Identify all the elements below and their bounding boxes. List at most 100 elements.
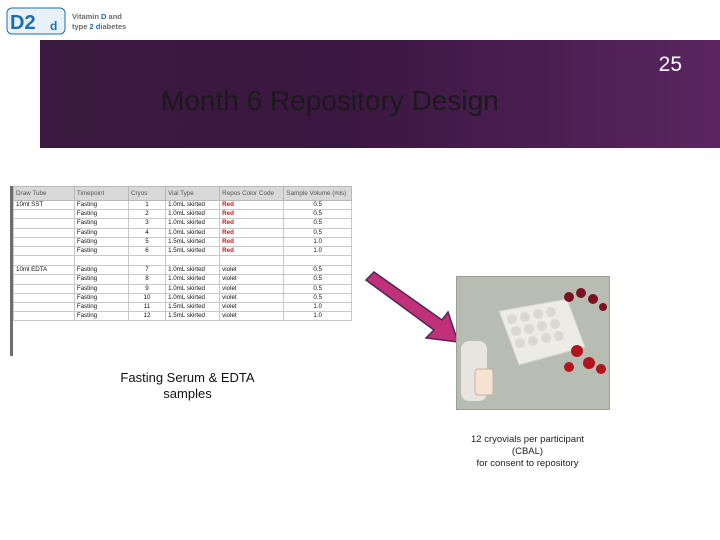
table-cell: 0.5 — [283, 209, 352, 220]
table-cell: 10ml SST — [13, 199, 75, 211]
table-cell: 1.5mL skirted — [165, 245, 221, 257]
table-cell — [13, 283, 75, 294]
table-cell: Fasting — [73, 199, 129, 211]
table-cell: 1.5mL skirted — [165, 236, 221, 247]
table-cell: Red — [219, 236, 285, 247]
table-cell: Fasting — [73, 209, 129, 220]
table-cell: 7 — [127, 265, 167, 276]
table-row: Fasting 9 1.0mL skirted violet 0.5 — [13, 283, 352, 294]
table-cell — [13, 255, 75, 267]
table-cell — [13, 245, 75, 257]
table-cell: Fasting — [73, 227, 129, 238]
header-cell: Sample Volume (mls) — [283, 186, 352, 201]
table-cell: Red — [219, 227, 285, 238]
table-cell: Red — [219, 199, 285, 211]
table-cell: 6 — [127, 245, 167, 257]
logo-tagline: Vitamin D and type 2 diabetes — [72, 12, 127, 31]
table-cell: 1.0mL skirted — [165, 199, 221, 211]
table-cell: 5 — [127, 236, 167, 247]
table-cell: 3 — [127, 218, 167, 229]
table-cell — [283, 255, 352, 267]
table-cell — [127, 255, 167, 267]
table-cell: Fasting — [73, 236, 129, 247]
table-cell — [13, 292, 75, 303]
table-cell: 1.5mL skirted — [165, 311, 221, 322]
table-cell — [165, 255, 221, 267]
table-row: Fasting 4 1.0mL skirted Red 0.5 — [13, 227, 352, 238]
svg-text:d: d — [50, 19, 57, 33]
table-cell: 1.0 — [283, 311, 352, 322]
table-cell: Fasting — [73, 218, 129, 229]
table-row: Fasting 2 1.0mL skirted Red 0.5 — [13, 209, 352, 220]
table-cell: violet — [219, 292, 285, 303]
table-cell: 9 — [127, 283, 167, 294]
table-cell: 1.0 — [283, 301, 352, 313]
table-cell: Fasting — [73, 245, 129, 257]
table-spacer-row — [13, 255, 352, 267]
table-cell — [13, 236, 75, 247]
table-cell: Fasting — [73, 274, 129, 285]
table-cell: 1.0mL skirted — [165, 209, 221, 220]
table-cell: 1 — [127, 199, 167, 211]
header-cell: Draw Tube — [13, 186, 75, 201]
table-cell: 12 — [127, 311, 167, 322]
table-cell: 1.5mL skirted — [165, 301, 221, 313]
table-cell: violet — [219, 283, 285, 294]
cryovial-photo — [456, 276, 610, 410]
table-header-row: Draw Tube Timepoint Cryos Vial Type Repo… — [13, 186, 352, 201]
cryovial-note: 12 cryovials per participant (CBAL) for … — [471, 434, 584, 469]
table-cell: 1.0mL skirted — [165, 227, 221, 238]
table-cell: Red — [219, 218, 285, 229]
slide-title: Month 6 Repository Design — [161, 85, 499, 116]
cryovial-rack-image — [457, 277, 609, 409]
table-row: 10ml EDTA Fasting 7 1.0mL skirted violet 0.5 — [13, 265, 352, 276]
table-row: Fasting 8 1.0mL skirted violet 0.5 — [13, 274, 352, 285]
table-cell: 10 — [127, 292, 167, 303]
table-cell: 0.5 — [283, 274, 352, 285]
table-cell: Red — [219, 245, 285, 257]
table-cell: 0.5 — [283, 227, 352, 238]
table-row: Fasting 6 1.5mL skirted Red 1.0 — [13, 245, 352, 257]
table-cell: 11 — [127, 301, 167, 313]
repository-table: Draw Tube Timepoint Cryos Vial Type Repo… — [10, 186, 352, 356]
table-cell: 1.0mL skirted — [165, 292, 221, 303]
table-cell: Fasting — [73, 301, 129, 313]
table-row: Fasting 5 1.5mL skirted Red 1.0 — [13, 236, 352, 247]
header-cell: Vial Type — [165, 186, 221, 201]
slide-number: 25 — [658, 53, 682, 76]
table-cell — [13, 274, 75, 285]
table-cell — [13, 218, 75, 229]
table-cell: 1.0mL skirted — [165, 218, 221, 229]
table-row: 10ml SST Fasting 1 1.0mL skirted Red 0.5 — [13, 199, 352, 211]
table-cell: Red — [219, 209, 285, 220]
table-cell — [13, 311, 75, 322]
table-cell: 0.5 — [283, 292, 352, 303]
d2d-logo: D2 d — [6, 7, 66, 35]
table-cell — [13, 209, 75, 220]
table-cell: 1.0mL skirted — [165, 274, 221, 285]
table-cell: 0.5 — [283, 199, 352, 211]
table-cell: Fasting — [73, 311, 129, 322]
title-banner — [40, 40, 720, 148]
serum-caption: Fasting Serum & EDTA samples — [120, 370, 255, 401]
table-cell: 2 — [127, 209, 167, 220]
table-cell: 1.0mL skirted — [165, 283, 221, 294]
table-cell: 1.0 — [283, 236, 352, 247]
table-cell: violet — [219, 301, 285, 313]
header-cell: Repos Color Code — [219, 186, 285, 201]
table-row: Fasting 10 1.0mL skirted violet 0.5 — [13, 292, 352, 303]
table-cell: Fasting — [73, 283, 129, 294]
table-row: Fasting 11 1.5mL skirted violet 1.0 — [13, 301, 352, 313]
table-cell: 0.5 — [283, 265, 352, 276]
table-cell: 0.5 — [283, 218, 352, 229]
table-cell: 1.0mL skirted — [165, 265, 221, 276]
table-row: Fasting 3 1.0mL skirted Red 0.5 — [13, 218, 352, 229]
header-cell: Cryos — [127, 186, 167, 201]
table-cell — [13, 227, 75, 238]
table-cell: Fasting — [73, 265, 129, 276]
table-cell: 0.5 — [283, 283, 352, 294]
table-cell: Fasting — [73, 292, 129, 303]
header-cell: Timepoint — [73, 186, 129, 201]
logo-mark: D2 — [10, 12, 36, 34]
table-cell — [13, 301, 75, 313]
